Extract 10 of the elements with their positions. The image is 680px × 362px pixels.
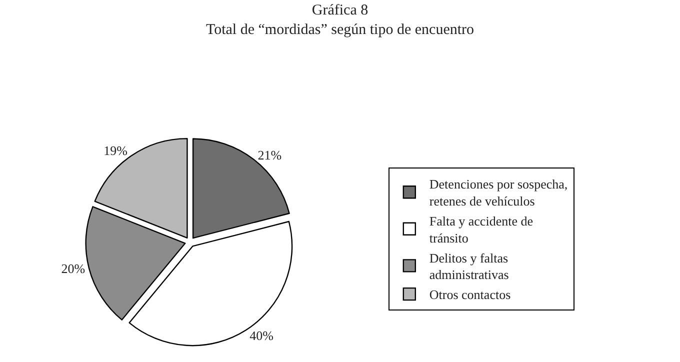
legend-label: Falta y accidente de tránsito (429, 214, 534, 246)
data-label: 21% (258, 147, 282, 162)
chart-title: Gráfica 8 (312, 2, 368, 18)
data-label: 40% (250, 328, 274, 343)
data-label: 20% (61, 260, 86, 276)
legend-label: Delitos y faltas administrativas (429, 250, 509, 282)
chart-subtitle: Total de “mordidas” según tipo de encuentro (206, 22, 474, 38)
legend-label: Detenciones por sospecha, retenes de vehículos (429, 176, 568, 209)
data-label: 19% (104, 143, 128, 158)
legend-label: Otros contactos (429, 287, 511, 302)
